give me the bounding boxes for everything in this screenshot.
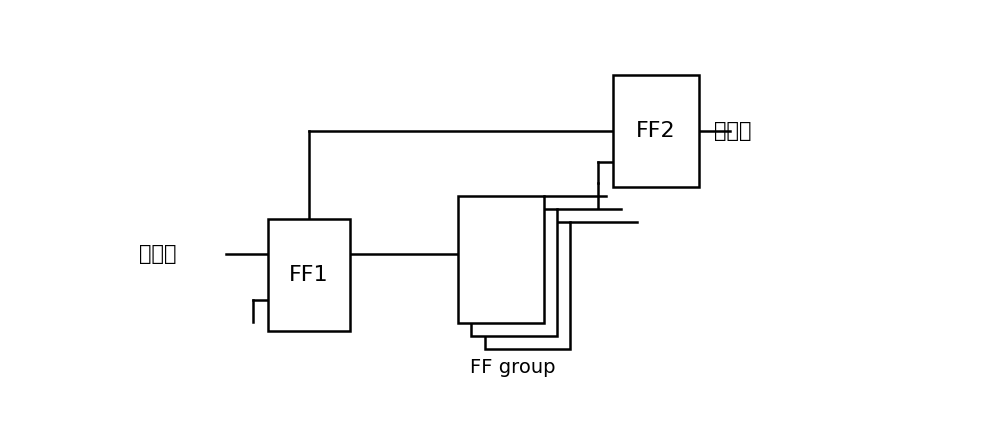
Bar — [471, 209, 557, 336]
Bar — [485, 222, 570, 349]
Bar — [613, 75, 698, 187]
Bar — [458, 196, 544, 323]
Bar — [268, 220, 350, 331]
Text: 有余量: 有余量 — [139, 244, 176, 264]
Text: FF1: FF1 — [289, 265, 329, 285]
Text: FF group: FF group — [470, 358, 555, 377]
Text: FF2: FF2 — [636, 121, 676, 141]
Text: 无余量: 无余量 — [714, 121, 752, 141]
